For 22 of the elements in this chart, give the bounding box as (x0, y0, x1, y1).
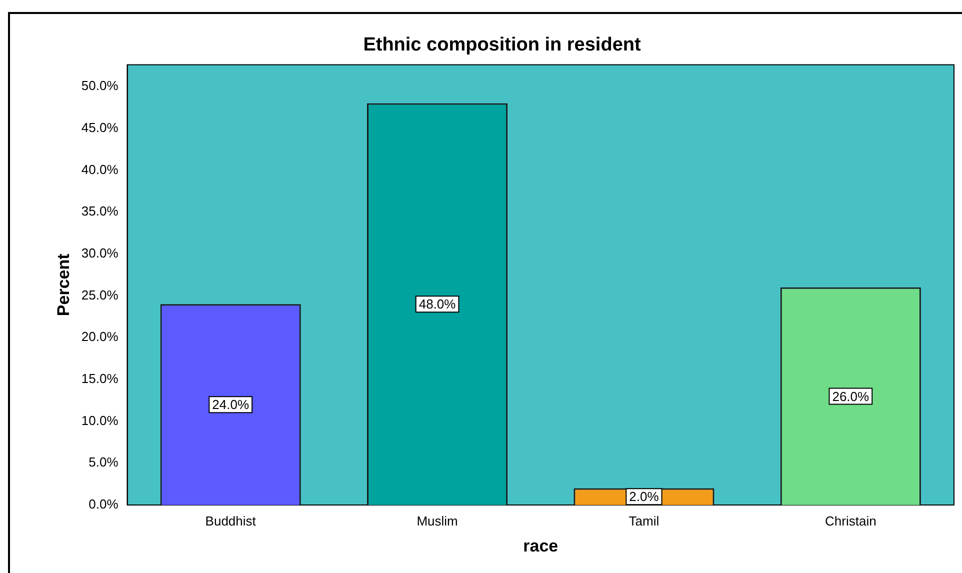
y-tick-label: 30.0% (81, 246, 119, 261)
y-tick-label: 20.0% (81, 329, 119, 344)
x-tick-label: Muslim (416, 513, 458, 528)
y-tick-label: 45.0% (81, 120, 119, 135)
data-label: 26.0% (832, 388, 870, 404)
y-tick-label: 10.0% (81, 412, 119, 428)
x-tick-label: Christain (825, 513, 876, 528)
data-label: 2.0% (629, 489, 660, 504)
y-tick-label: 50.0% (81, 78, 119, 94)
chart-title: Ethnic composition in resident (363, 34, 642, 56)
data-label: 48.0% (418, 296, 456, 312)
y-tick-label: 5.0% (88, 454, 119, 470)
y-tick-label: 25.0% (81, 287, 119, 302)
y-tick-label: 35.0% (81, 204, 119, 219)
x-tick-label: Tamil (628, 513, 660, 528)
data-label: 24.0% (212, 397, 250, 412)
y-axis-title: Percent (54, 253, 73, 316)
x-tick-label: Buddhist (205, 513, 256, 528)
x-axis-title: race (523, 536, 558, 556)
y-tick-label: 15.0% (81, 371, 119, 386)
y-tick-label: 0.0% (88, 496, 119, 512)
y-tick-label: 40.0% (81, 162, 119, 177)
